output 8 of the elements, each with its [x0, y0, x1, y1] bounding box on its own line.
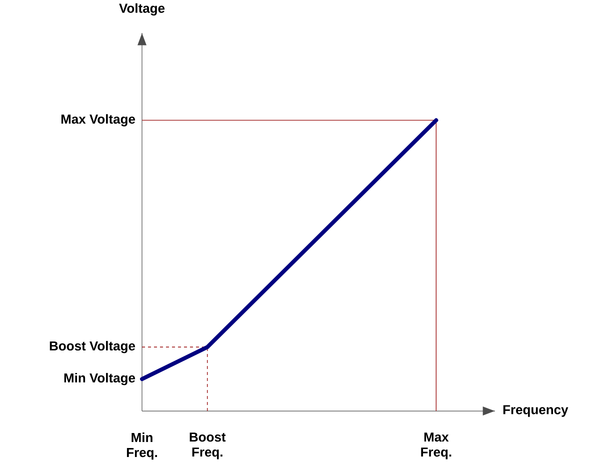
x-axis-title: Frequency [503, 405, 568, 417]
x-tick-label: Boost Freq. [190, 432, 226, 460]
text: Voltage [119, 3, 165, 16]
ref-line-label: Boost Voltage [50, 340, 136, 354]
x-tick-label: Max Freq. [421, 432, 452, 460]
ref-line-label: Max Voltage [61, 114, 136, 126]
x-tick-label: Min Freq. [126, 432, 157, 460]
annotation: Min Voltage [64, 372, 136, 386]
